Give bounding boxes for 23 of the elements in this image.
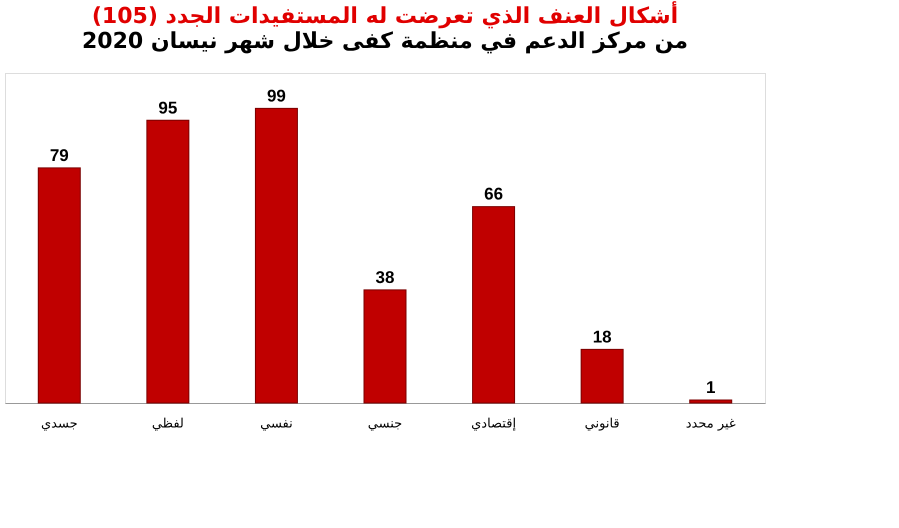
- data-label: 38: [376, 268, 394, 287]
- bar: [580, 348, 624, 404]
- x-tick-label: إقتصادي: [471, 416, 516, 432]
- data-label: 66: [484, 184, 504, 204]
- bar: [364, 289, 406, 404]
- data-label: 95: [158, 98, 178, 118]
- bar: [689, 400, 732, 404]
- chart-subtitle: من مركز الدعم في منظمة كفى خلال شهر نيسان 2020: [82, 29, 688, 54]
- data-label: 79: [50, 146, 69, 165]
- bar: [146, 120, 190, 404]
- chart-title: أشكال العنف الذي تعرضت له المستفيدات الجدد (105): [92, 1, 678, 29]
- bar: [472, 206, 516, 404]
- x-tick-label: قانوني: [584, 416, 620, 432]
- x-tick-label: جنسي: [368, 416, 402, 432]
- data-label: 18: [592, 327, 612, 346]
- data-label: 99: [266, 86, 286, 106]
- x-tick-label: جسدي: [40, 416, 78, 432]
- x-tick-label: نفسي: [260, 416, 293, 432]
- bar: [38, 167, 81, 404]
- data-label: 1: [706, 378, 716, 398]
- bar: [254, 108, 298, 404]
- x-tick-label: غير محدد: [686, 416, 736, 432]
- x-tick-label: لفظي: [152, 416, 184, 432]
